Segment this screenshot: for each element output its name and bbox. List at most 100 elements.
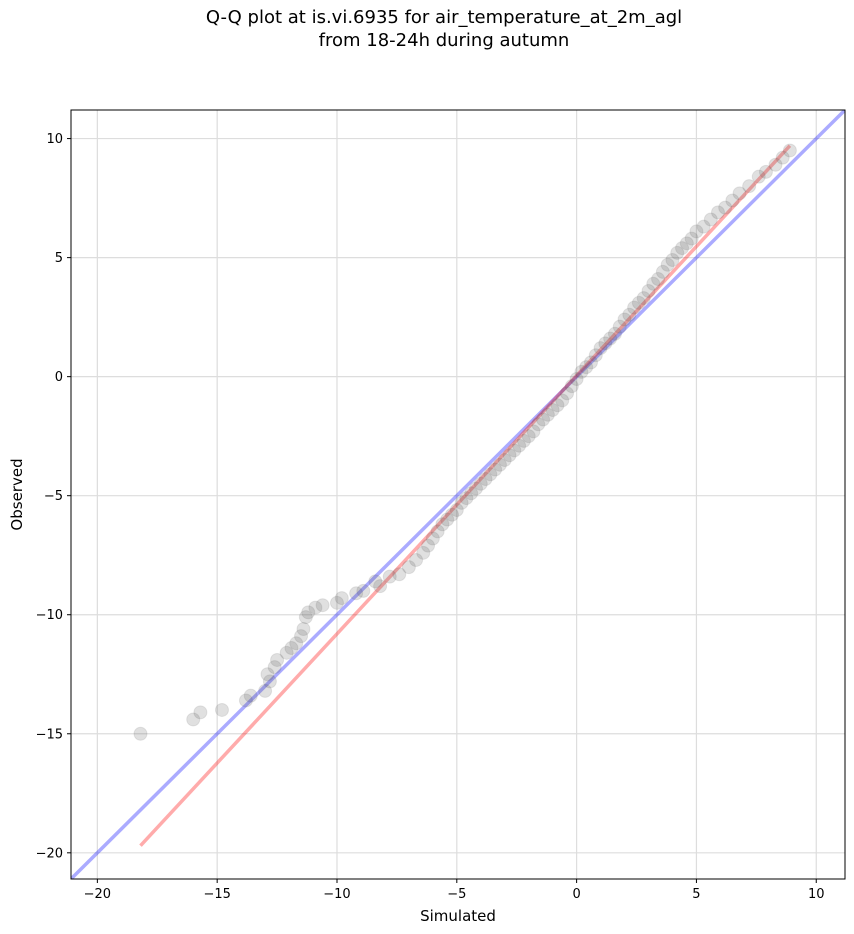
y-tick-label: −20: [36, 846, 63, 861]
data-point: [258, 683, 273, 698]
data-point: [710, 205, 725, 220]
data-point: [679, 236, 694, 251]
data-point: [655, 264, 670, 279]
data-point: [294, 629, 309, 644]
data-point: [775, 150, 790, 165]
data-point: [612, 319, 627, 334]
data-point: [670, 245, 685, 260]
data-point: [459, 491, 474, 506]
data-point: [684, 231, 699, 246]
data-point: [308, 600, 323, 615]
data-point: [315, 598, 330, 613]
data-point: [267, 660, 282, 675]
data-point: [478, 472, 493, 487]
data-point: [574, 364, 589, 379]
data-point: [550, 398, 565, 413]
data-point: [583, 355, 598, 370]
data-point: [488, 462, 503, 477]
data-point: [703, 212, 718, 227]
data-point: [284, 641, 299, 656]
reference-lines: [71, 110, 845, 879]
data-point: [665, 252, 680, 267]
data-point: [349, 586, 364, 601]
data-point: [758, 164, 773, 179]
axis-ticks: −20 −15 −10 −5 0 5 10 −20 −15 −10 −5 0 5 10: [36, 132, 825, 902]
chart-title-line2: from 18-24h during autumn: [318, 30, 570, 51]
data-point: [502, 448, 517, 463]
data-point: [579, 360, 594, 375]
data-point: [516, 433, 531, 448]
data-point: [545, 402, 560, 417]
data-point: [536, 412, 551, 427]
grid: [71, 110, 845, 879]
y-tick-label: 10: [46, 132, 63, 147]
data-point: [214, 702, 229, 717]
data-point: [356, 583, 371, 598]
data-point: [416, 545, 431, 560]
data-point: [718, 200, 733, 215]
data-point: [627, 300, 642, 315]
data-point: [555, 393, 570, 408]
x-axis-label: Simulated: [420, 907, 496, 925]
data-point: [617, 312, 632, 327]
data-point: [569, 372, 584, 387]
data-point: [725, 193, 740, 208]
data-point: [660, 257, 675, 272]
data-point: [593, 341, 608, 356]
data-point: [133, 726, 148, 741]
data-point: [334, 591, 349, 606]
data-point: [238, 693, 253, 708]
data-point: [401, 560, 416, 575]
data-point: [540, 407, 555, 422]
x-tick-label: 10: [808, 887, 825, 902]
data-point: [751, 169, 766, 184]
y-axis-label: Observed: [8, 458, 26, 530]
scatter-points: [133, 143, 797, 741]
data-point: [732, 186, 747, 201]
data-point: [526, 424, 541, 439]
data-point: [492, 457, 507, 472]
plot-frame: [70, 109, 846, 880]
x-tick-label: −10: [323, 887, 350, 902]
y-tick-label: 5: [55, 251, 63, 266]
x-tick-label: −20: [84, 887, 111, 902]
data-point: [301, 605, 316, 620]
chart-title: Q-Q plot at is.vi.6935 for air_temperatu…: [0, 6, 854, 52]
data-point: [675, 241, 690, 256]
data-point: [646, 276, 661, 291]
data-point: [430, 524, 445, 539]
data-point: [473, 476, 488, 491]
data-point: [588, 348, 603, 363]
data-point: [454, 495, 469, 510]
data-point: [512, 438, 527, 453]
data-point: [296, 622, 311, 637]
data-point: [782, 143, 797, 158]
data-point: [435, 517, 450, 532]
y-tick-label: −15: [36, 727, 63, 742]
data-point: [631, 295, 646, 310]
data-point: [425, 531, 440, 546]
data-point: [464, 486, 479, 501]
data-point: [449, 502, 464, 517]
data-point: [622, 307, 637, 322]
data-point: [521, 429, 536, 444]
data-point: [440, 512, 455, 527]
y-tick-label: 0: [55, 370, 63, 385]
data-point: [260, 667, 275, 682]
data-point: [186, 712, 201, 727]
data-point: [468, 481, 483, 496]
data-point: [373, 579, 388, 594]
data-point: [607, 326, 622, 341]
data-point: [560, 386, 575, 401]
data-point: [289, 636, 304, 651]
data-point: [193, 705, 208, 720]
data-point: [421, 538, 436, 553]
data-point: [298, 610, 313, 625]
data-point: [409, 552, 424, 567]
data-point: [483, 467, 498, 482]
x-tick-label: 0: [572, 887, 580, 902]
data-point: [329, 595, 344, 610]
data-point: [497, 452, 512, 467]
data-point: [262, 674, 277, 689]
data-point: [696, 219, 711, 234]
